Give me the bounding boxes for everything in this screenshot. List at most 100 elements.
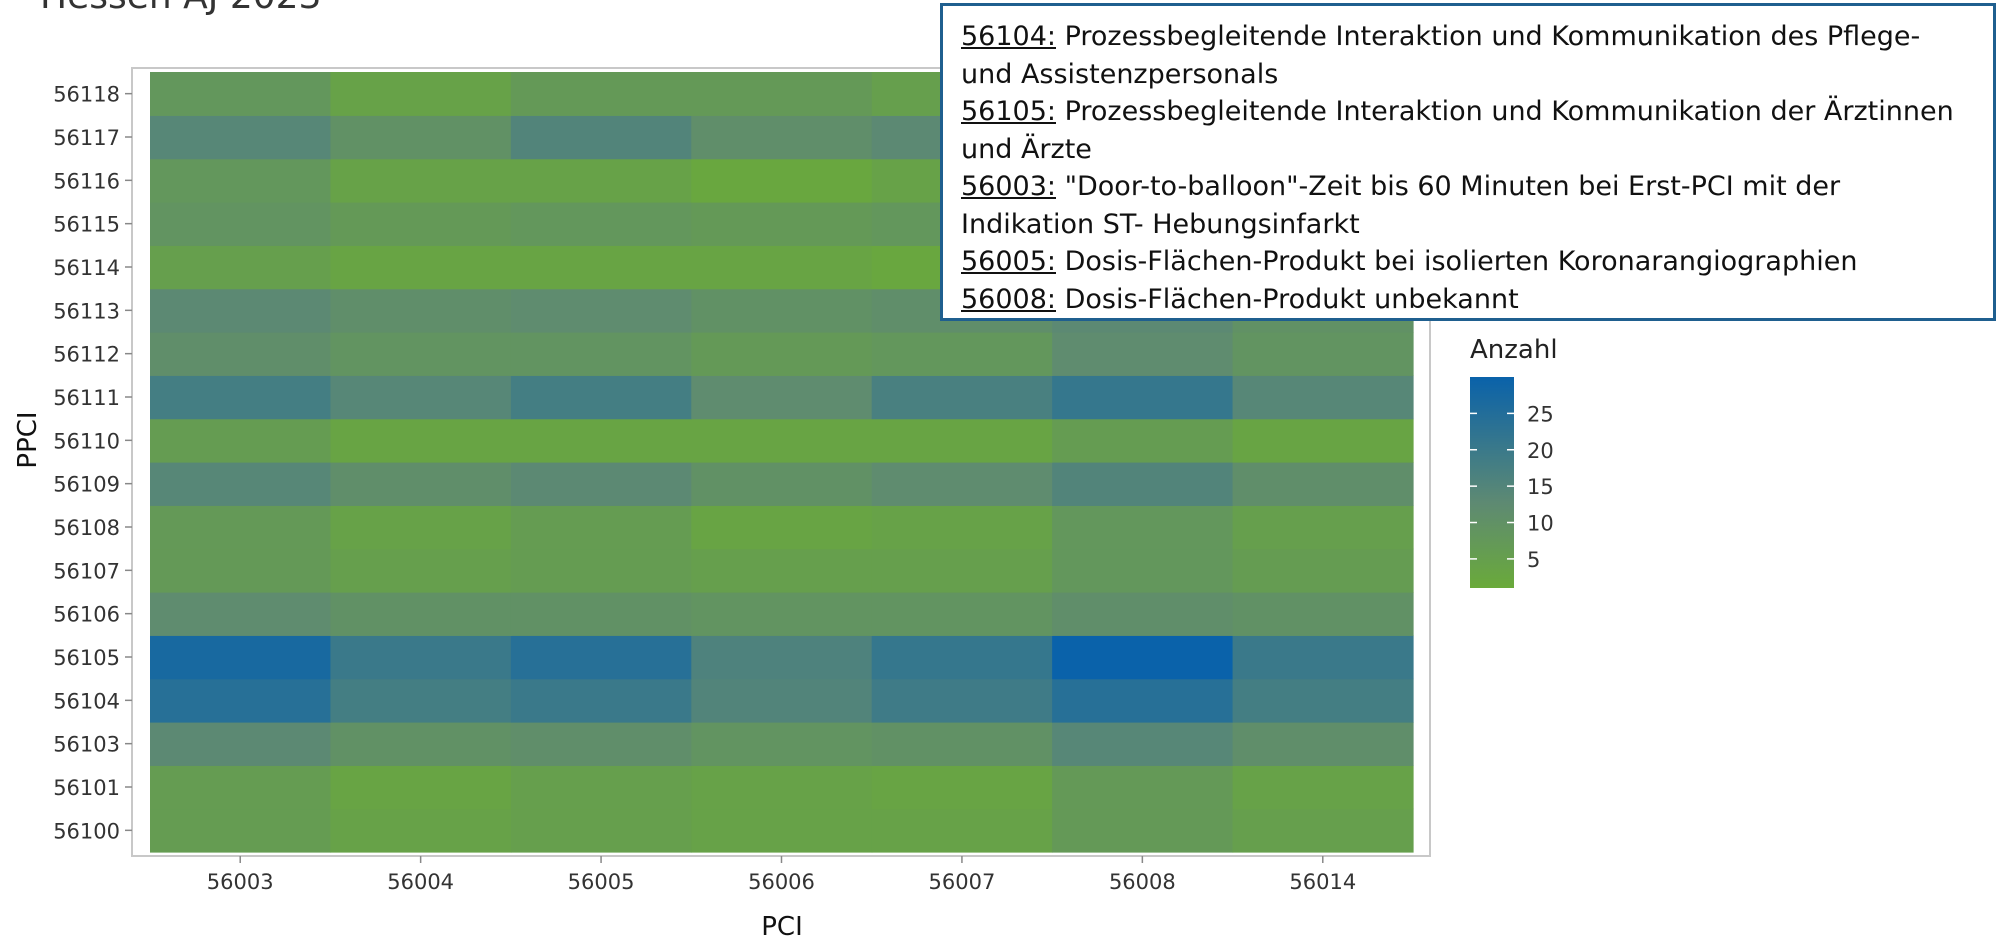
heatmap-cell-56110-56004[interactable] (330, 418, 512, 463)
heatmap-cell-56101-56004[interactable] (330, 765, 512, 810)
heatmap-cell-56116-56006[interactable] (691, 158, 873, 203)
heatmap-cell-56112-56007[interactable] (871, 332, 1053, 376)
heatmap-cell-56106-56008[interactable] (1052, 592, 1234, 636)
heatmap-cell-56107-56008[interactable] (1052, 548, 1234, 593)
heatmap-cell-56108-56008[interactable] (1052, 505, 1234, 550)
heatmap-cell-56112-56014[interactable] (1232, 332, 1414, 376)
heatmap-cell-56101-56008[interactable] (1052, 765, 1234, 810)
heatmap-cell-56106-56003[interactable] (150, 592, 332, 636)
heatmap-cell-56104-56007[interactable] (871, 678, 1053, 723)
heatmap-cell-56117-56004[interactable] (330, 115, 512, 160)
heatmap-cell-56100-56003[interactable] (150, 808, 332, 853)
heatmap-cell-56103-56004[interactable] (330, 722, 512, 766)
heatmap-cell-56115-56006[interactable] (691, 202, 873, 246)
heatmap-cell-56100-56008[interactable] (1052, 808, 1234, 853)
heatmap-cell-56112-56004[interactable] (330, 332, 512, 376)
heatmap-cell-56107-56006[interactable] (691, 548, 873, 593)
heatmap-cell-56101-56014[interactable] (1232, 765, 1414, 810)
heatmap-cell-56118-56006[interactable] (691, 72, 873, 116)
heatmap-cell-56115-56003[interactable] (150, 202, 332, 246)
heatmap-cell-56109-56005[interactable] (510, 462, 692, 506)
heatmap-cell-56117-56006[interactable] (691, 115, 873, 160)
heatmap-cell-56105-56003[interactable] (150, 635, 332, 680)
heatmap-cell-56103-56007[interactable] (871, 722, 1053, 766)
heatmap-cell-56104-56004[interactable] (330, 678, 512, 723)
heatmap-cell-56115-56005[interactable] (510, 202, 692, 246)
heatmap-cell-56107-56004[interactable] (330, 548, 512, 593)
heatmap-cell-56113-56004[interactable] (330, 288, 512, 333)
heatmap-cell-56114-56003[interactable] (150, 245, 332, 290)
heatmap-cell-56108-56007[interactable] (871, 505, 1053, 550)
heatmap-cell-56107-56014[interactable] (1232, 548, 1414, 593)
heatmap-cell-56110-56003[interactable] (150, 418, 332, 463)
heatmap-cell-56113-56003[interactable] (150, 288, 332, 333)
heatmap-cell-56100-56014[interactable] (1232, 808, 1414, 853)
heatmap-cell-56112-56008[interactable] (1052, 332, 1234, 376)
heatmap-cell-56104-56008[interactable] (1052, 678, 1234, 723)
heatmap-cell-56107-56003[interactable] (150, 548, 332, 593)
heatmap-cell-56110-56006[interactable] (691, 418, 873, 463)
heatmap-cell-56110-56005[interactable] (510, 418, 692, 463)
heatmap-cell-56118-56004[interactable] (330, 72, 512, 116)
heatmap-cell-56110-56008[interactable] (1052, 418, 1234, 463)
heatmap-cell-56113-56005[interactable] (510, 288, 692, 333)
heatmap-cell-56103-56003[interactable] (150, 722, 332, 766)
heatmap-cell-56111-56005[interactable] (510, 375, 692, 420)
heatmap-cell-56110-56007[interactable] (871, 418, 1053, 463)
heatmap-cell-56104-56005[interactable] (510, 678, 692, 723)
heatmap-cell-56108-56004[interactable] (330, 505, 512, 550)
heatmap-cell-56101-56003[interactable] (150, 765, 332, 810)
heatmap-cell-56106-56004[interactable] (330, 592, 512, 636)
heatmap-cell-56111-56004[interactable] (330, 375, 512, 420)
heatmap-cell-56106-56007[interactable] (871, 592, 1053, 636)
heatmap-cell-56106-56006[interactable] (691, 592, 873, 636)
heatmap-cell-56115-56004[interactable] (330, 202, 512, 246)
heatmap-cell-56105-56006[interactable] (691, 635, 873, 680)
heatmap-cell-56112-56005[interactable] (510, 332, 692, 376)
heatmap-cell-56109-56004[interactable] (330, 462, 512, 506)
heatmap-cell-56104-56014[interactable] (1232, 678, 1414, 723)
heatmap-cell-56100-56006[interactable] (691, 808, 873, 853)
heatmap-cell-56105-56004[interactable] (330, 635, 512, 680)
heatmap-cell-56116-56005[interactable] (510, 158, 692, 203)
heatmap-cell-56116-56003[interactable] (150, 158, 332, 203)
heatmap-cell-56107-56007[interactable] (871, 548, 1053, 593)
heatmap-cell-56108-56005[interactable] (510, 505, 692, 550)
heatmap-cell-56112-56006[interactable] (691, 332, 873, 376)
heatmap-cell-56111-56003[interactable] (150, 375, 332, 420)
heatmap-cell-56108-56003[interactable] (150, 505, 332, 550)
heatmap-cell-56103-56008[interactable] (1052, 722, 1234, 766)
heatmap-cell-56105-56008[interactable] (1052, 635, 1234, 680)
heatmap-cell-56109-56014[interactable] (1232, 462, 1414, 506)
heatmap-cell-56104-56003[interactable] (150, 678, 332, 723)
heatmap-cell-56111-56008[interactable] (1052, 375, 1234, 420)
heatmap-cell-56103-56014[interactable] (1232, 722, 1414, 766)
heatmap-cell-56114-56004[interactable] (330, 245, 512, 290)
heatmap-cell-56109-56003[interactable] (150, 462, 332, 506)
heatmap-cell-56100-56007[interactable] (871, 808, 1053, 853)
heatmap-cell-56109-56008[interactable] (1052, 462, 1234, 506)
heatmap-cell-56111-56006[interactable] (691, 375, 873, 420)
heatmap-cell-56118-56005[interactable] (510, 72, 692, 116)
heatmap-cell-56116-56004[interactable] (330, 158, 512, 203)
heatmap-cell-56103-56006[interactable] (691, 722, 873, 766)
heatmap-cell-56106-56014[interactable] (1232, 592, 1414, 636)
heatmap-cell-56114-56005[interactable] (510, 245, 692, 290)
heatmap-cell-56117-56003[interactable] (150, 115, 332, 160)
heatmap-cell-56110-56014[interactable] (1232, 418, 1414, 463)
heatmap-cell-56118-56003[interactable] (150, 72, 332, 116)
heatmap-cell-56101-56005[interactable] (510, 765, 692, 810)
heatmap-cell-56114-56006[interactable] (691, 245, 873, 290)
heatmap-cell-56108-56014[interactable] (1232, 505, 1414, 550)
heatmap-cell-56100-56005[interactable] (510, 808, 692, 853)
heatmap-cell-56112-56003[interactable] (150, 332, 332, 376)
heatmap-cell-56103-56005[interactable] (510, 722, 692, 766)
heatmap-cell-56117-56005[interactable] (510, 115, 692, 160)
heatmap-cell-56105-56014[interactable] (1232, 635, 1414, 680)
heatmap-cell-56101-56006[interactable] (691, 765, 873, 810)
heatmap-cell-56104-56006[interactable] (691, 678, 873, 723)
heatmap-cell-56106-56005[interactable] (510, 592, 692, 636)
heatmap-cell-56101-56007[interactable] (871, 765, 1053, 810)
heatmap-cell-56105-56007[interactable] (871, 635, 1053, 680)
heatmap-cell-56107-56005[interactable] (510, 548, 692, 593)
